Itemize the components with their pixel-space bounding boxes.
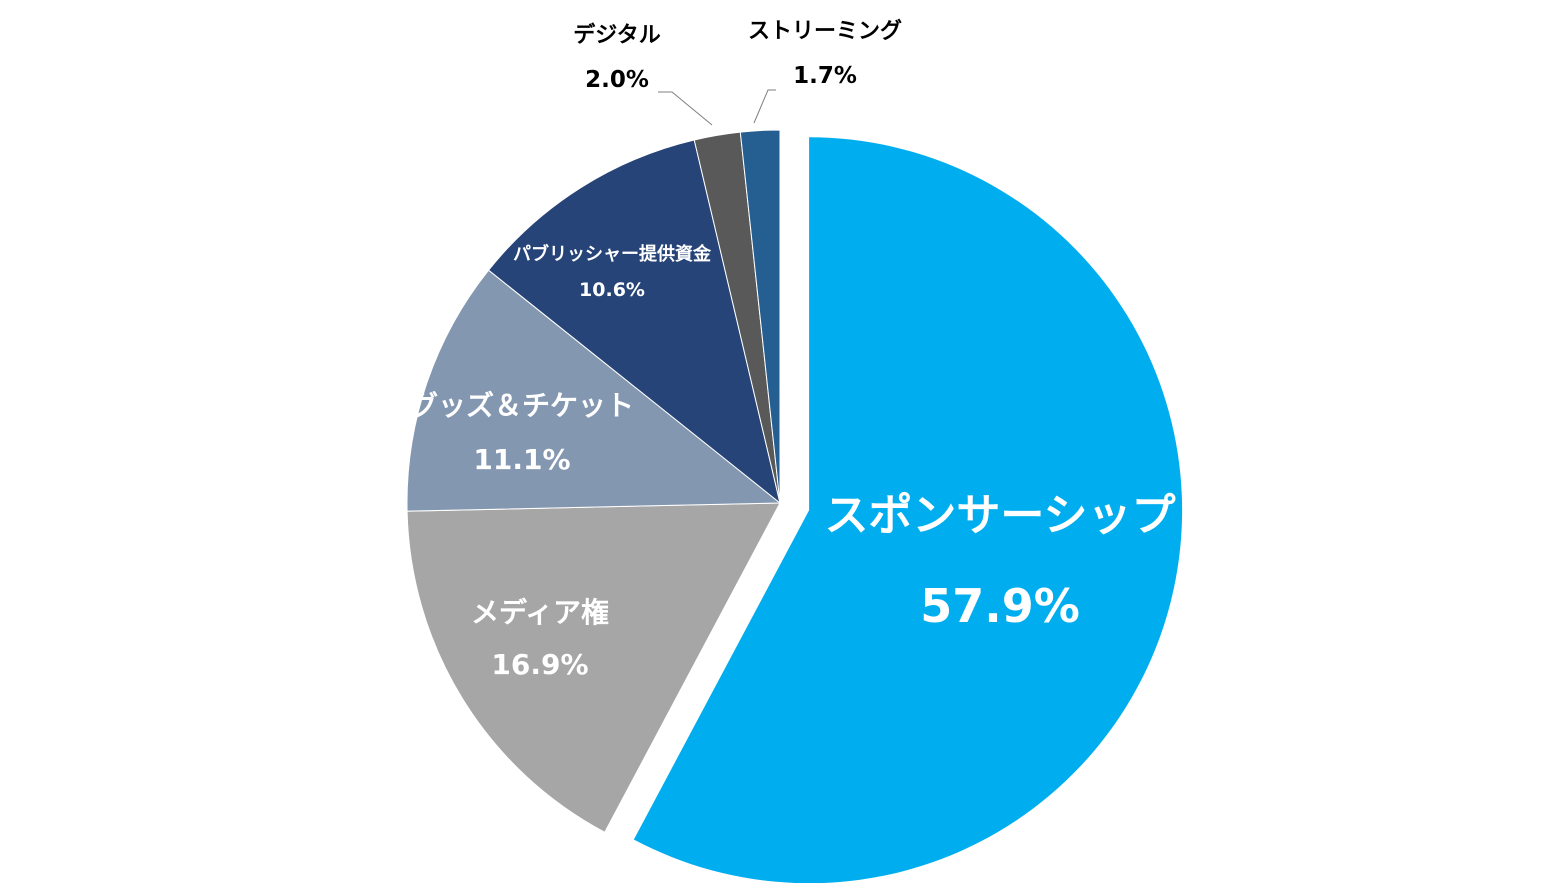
slice-value-label-2: 16.9% bbox=[491, 648, 588, 681]
slice-label-4: パブリッシャー提供資金 bbox=[513, 243, 712, 265]
pie-slice-3 bbox=[406, 269, 782, 512]
slice-value-label-6: 1.7% bbox=[793, 63, 857, 89]
leader-line-5 bbox=[658, 91, 713, 126]
leader-line-6 bbox=[753, 89, 776, 124]
slice-value-label-4: 10.6% bbox=[579, 279, 645, 301]
slice-value-label-3: 11.1% bbox=[473, 443, 570, 476]
slice-label-5: デジタル bbox=[573, 22, 661, 48]
slice-label-2: メディア権 bbox=[471, 596, 609, 629]
slice-label-6: ストリーミング bbox=[748, 18, 902, 44]
pie-slice-4 bbox=[487, 139, 781, 505]
slice-value-label-1: 57.9% bbox=[920, 579, 1080, 633]
slice-value-label-5: 2.0% bbox=[585, 67, 649, 93]
pie-slice-2 bbox=[406, 502, 781, 833]
slice-label-3: グッズ＆チケット bbox=[410, 389, 634, 422]
pie-slice-1 bbox=[633, 137, 1183, 883]
pie-slice-6 bbox=[739, 129, 781, 504]
slice-label-1: スポンサーシップ bbox=[824, 490, 1175, 541]
